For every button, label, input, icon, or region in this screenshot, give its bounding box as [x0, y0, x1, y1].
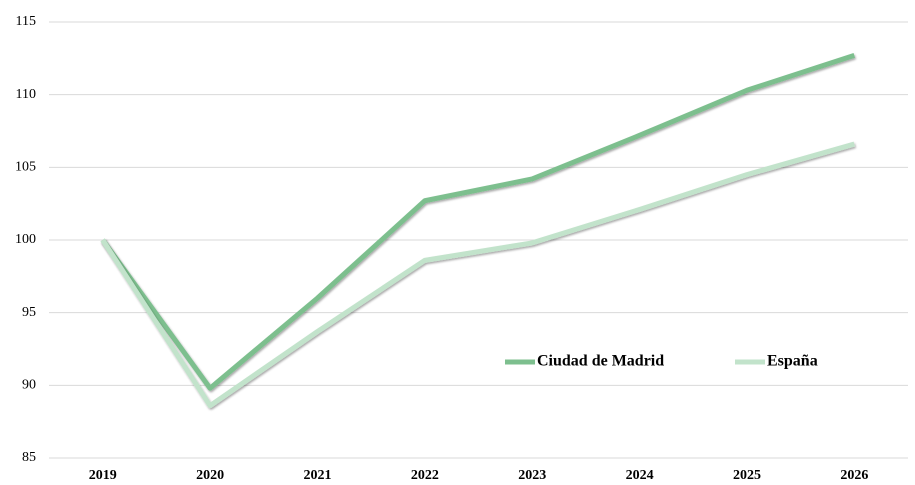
y-tick-label: 85: [22, 450, 36, 465]
x-tick-label: 2025: [733, 468, 761, 483]
x-tick-label: 2021: [303, 468, 331, 483]
y-tick-label: 100: [15, 232, 36, 247]
x-tick-label: 2023: [518, 468, 546, 483]
legend-label: España: [767, 353, 818, 370]
x-tick-label: 2019: [89, 468, 117, 483]
legend-label: Ciudad de Madrid: [537, 353, 664, 370]
y-tick-label: 95: [22, 305, 36, 320]
y-tick-label: 90: [22, 378, 36, 393]
x-tick-label: 2020: [196, 468, 224, 483]
y-tick-label: 110: [16, 87, 36, 102]
y-tick-label: 115: [16, 14, 36, 29]
x-tick-label: 2024: [626, 468, 654, 483]
x-tick-label: 2026: [840, 468, 868, 483]
series-line: [100, 141, 855, 409]
series-line: [100, 53, 856, 391]
y-tick-label: 105: [15, 160, 36, 175]
x-tick-label: 2022: [411, 468, 439, 483]
